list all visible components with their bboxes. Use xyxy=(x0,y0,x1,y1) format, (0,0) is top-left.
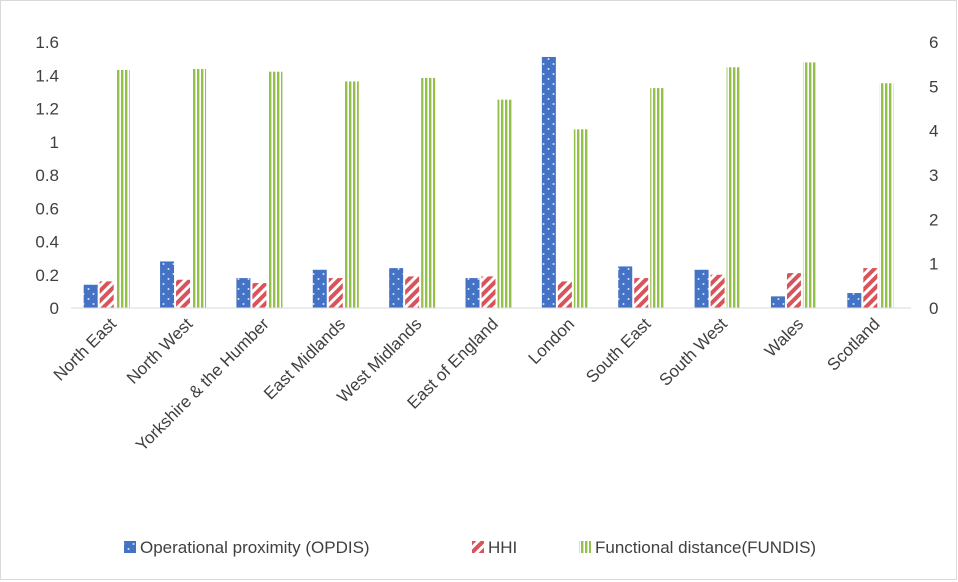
y-left-tick-label: 0.6 xyxy=(35,199,59,218)
x-tick-label-north-east: North East xyxy=(50,314,120,384)
x-tick-label-south-east: South East xyxy=(582,314,654,386)
bar-operational-proximity-opdis-wales xyxy=(770,296,785,308)
bar-hhi-east-midlands xyxy=(328,278,343,308)
legend-swatch-operational-proximity-opdis xyxy=(124,541,136,553)
bar-hhi-yorkshire-the-humber xyxy=(252,283,267,308)
y-right-tick-label: 6 xyxy=(929,33,938,52)
y-left-tick-label: 1.6 xyxy=(35,33,59,52)
y-left-tick-label: 0.4 xyxy=(35,233,59,252)
bar-operational-proximity-opdis-london xyxy=(541,56,556,309)
bar-functional-distance-fundis-london xyxy=(573,129,588,308)
y-right-tick-label: 1 xyxy=(929,255,938,274)
bar-functional-distance-fundis-east-midlands xyxy=(344,81,359,308)
bar-hhi-london xyxy=(557,281,572,308)
bar-operational-proximity-opdis-south-west xyxy=(694,269,709,308)
y-right-tick-label: 0 xyxy=(929,299,938,318)
y-right-tick-label: 2 xyxy=(929,210,938,229)
bar-operational-proximity-opdis-west-midlands xyxy=(389,268,404,308)
y-left-tick-label: 1.4 xyxy=(35,66,59,85)
bar-operational-proximity-opdis-yorkshire-the-humber xyxy=(236,278,251,308)
bar-functional-distance-fundis-wales xyxy=(802,62,817,308)
x-tick-label-yorkshire-the-humber: Yorkshire & the Humber xyxy=(132,314,273,455)
bars-group xyxy=(83,56,894,309)
legend-label-functional-distance-fundis: Functional distance(FUNDIS) xyxy=(595,538,816,557)
bar-functional-distance-fundis-yorkshire-the-humber xyxy=(268,71,283,308)
bar-functional-distance-fundis-north-east xyxy=(115,69,130,309)
bar-operational-proximity-opdis-east-of-england xyxy=(465,278,480,308)
bar-functional-distance-fundis-east-of-england xyxy=(497,99,512,308)
bar-hhi-east-of-england xyxy=(481,276,496,308)
legend-swatch-functional-distance-fundis xyxy=(579,541,591,553)
legend-label-operational-proximity-opdis: Operational proximity (OPDIS) xyxy=(140,538,370,557)
x-tick-label-london: London xyxy=(525,314,579,368)
bar-hhi-wales xyxy=(786,273,801,308)
y-right-tick-label: 4 xyxy=(929,122,938,141)
legend-swatch-hhi xyxy=(472,541,484,553)
bar-functional-distance-fundis-south-east xyxy=(650,88,665,309)
bar-functional-distance-fundis-scotland xyxy=(879,83,894,308)
bar-functional-distance-fundis-south-west xyxy=(726,67,741,309)
bar-functional-distance-fundis-north-west xyxy=(192,69,207,308)
bar-operational-proximity-opdis-scotland xyxy=(847,293,862,308)
bar-operational-proximity-opdis-north-east xyxy=(83,284,98,308)
bar-operational-proximity-opdis-south-east xyxy=(618,266,633,308)
bar-hhi-south-east xyxy=(634,278,649,308)
y-axis-right: 0 1 2 3 4 5 6 xyxy=(929,33,938,318)
legend: Operational proximity (OPDIS) HHI Function… xyxy=(124,538,816,557)
x-tick-label-wales: Wales xyxy=(761,314,807,360)
y-right-tick-label: 3 xyxy=(929,166,938,185)
y-left-tick-label: 0.2 xyxy=(35,266,59,285)
bar-hhi-north-east xyxy=(99,281,114,308)
bar-hhi-north-west xyxy=(176,279,191,308)
bar-hhi-scotland xyxy=(863,268,878,308)
bar-hhi-south-west xyxy=(710,274,725,308)
y-left-tick-label: 0.8 xyxy=(35,166,59,185)
y-left-tick-label: 0 xyxy=(50,299,59,318)
bar-operational-proximity-opdis-east-midlands xyxy=(312,269,327,308)
x-tick-label-scotland: Scotland xyxy=(823,314,883,374)
y-left-tick-label: 1 xyxy=(50,133,59,152)
legend-label-hhi: HHI xyxy=(488,538,517,557)
x-tick-label-north-west: North West xyxy=(123,314,197,388)
y-left-tick-label: 1.2 xyxy=(35,100,59,119)
bar-functional-distance-fundis-west-midlands xyxy=(421,77,436,308)
bar-operational-proximity-opdis-north-west xyxy=(160,261,175,308)
bar-hhi-west-midlands xyxy=(405,276,420,308)
y-right-tick-label: 5 xyxy=(929,77,938,96)
x-tick-label-south-west: South West xyxy=(656,314,732,390)
y-axis-left: 0 0.2 0.4 0.6 0.8 1 1.2 1.4 1.6 xyxy=(35,33,59,318)
